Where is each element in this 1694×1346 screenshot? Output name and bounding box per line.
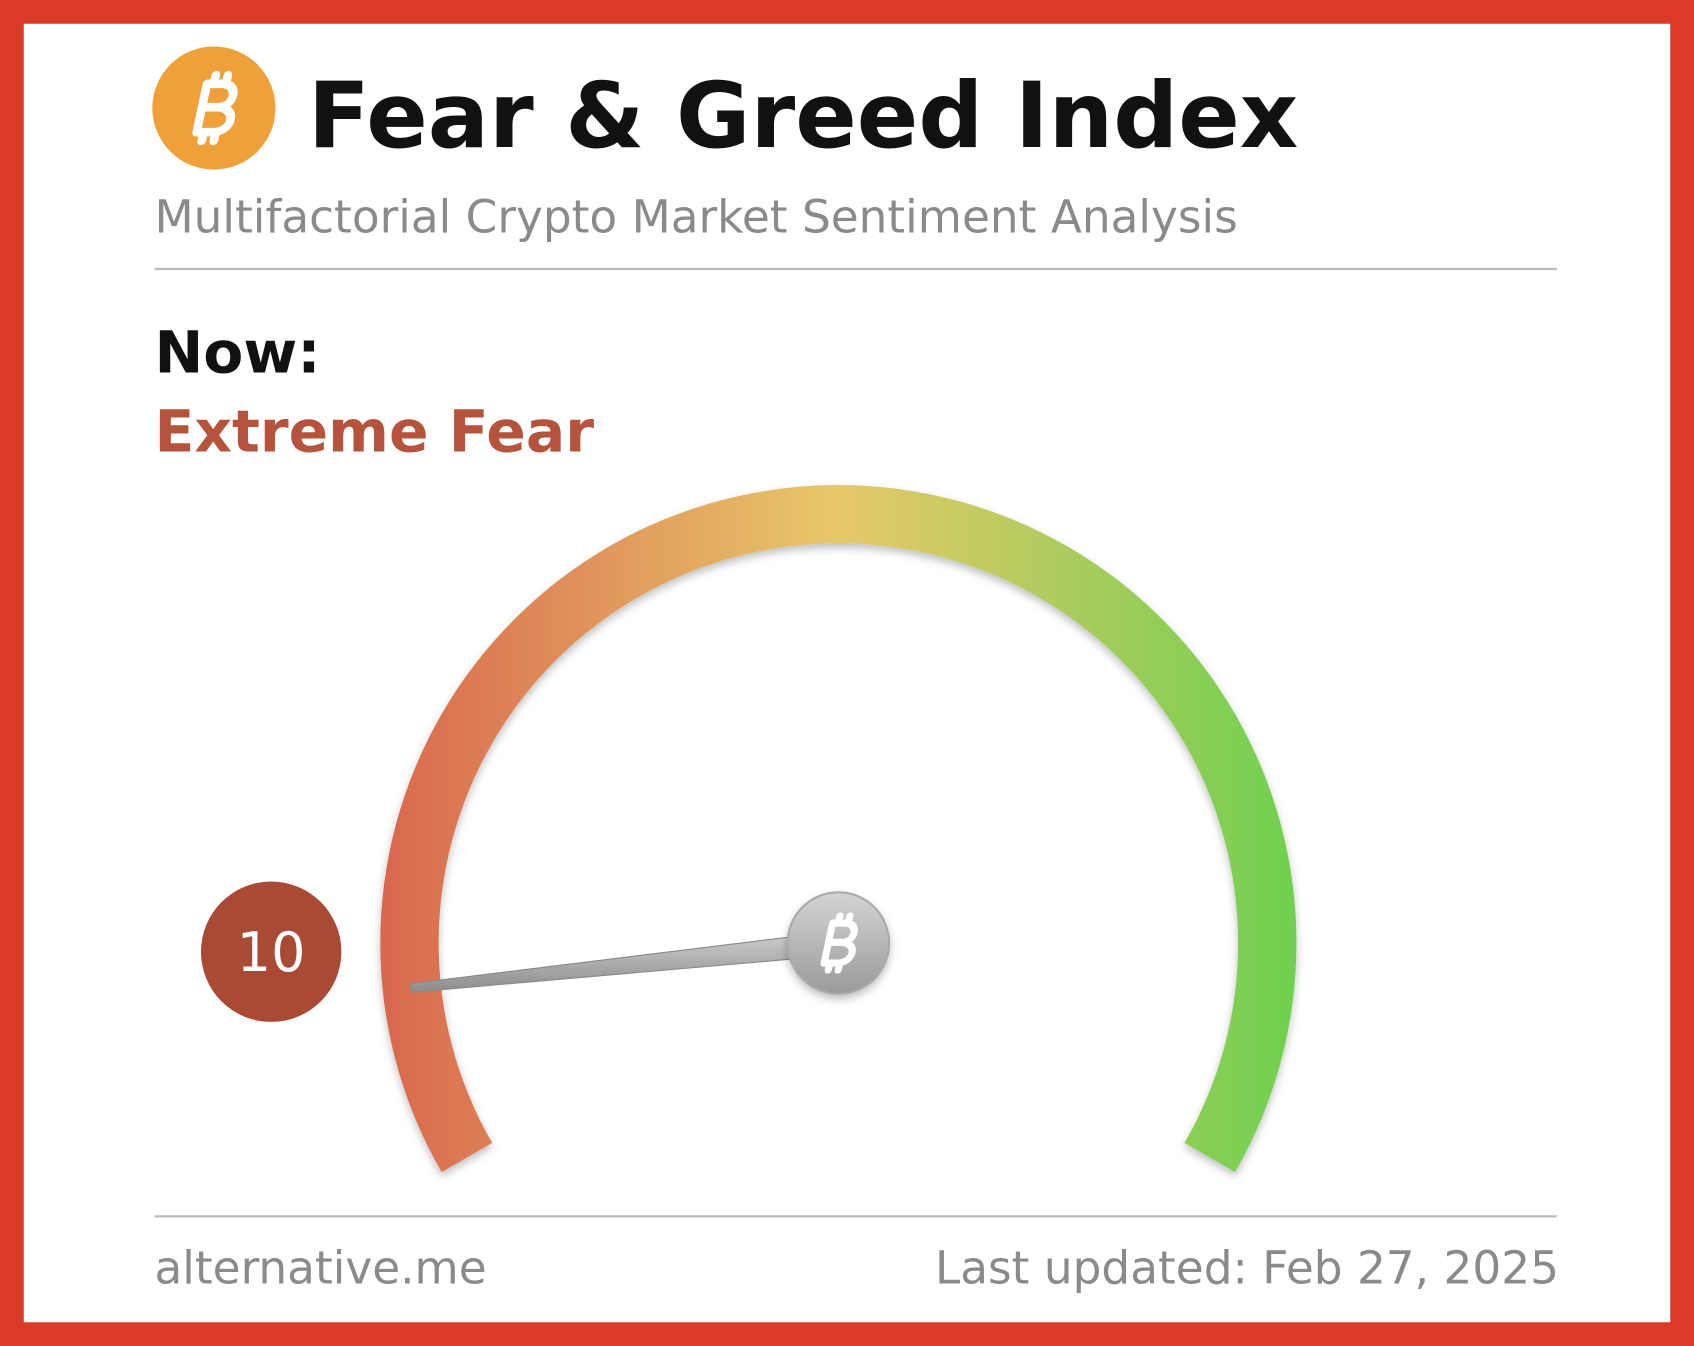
value-label: 10 bbox=[237, 921, 306, 984]
last-updated: Last updated: Feb 27, 2025 bbox=[935, 1241, 1559, 1294]
card bbox=[23, 23, 1671, 1323]
now-label: Now: bbox=[154, 319, 320, 387]
classification: Extreme Fear bbox=[154, 398, 594, 466]
subtitle: Multifactorial Crypto Market Sentiment A… bbox=[154, 190, 1237, 243]
gauge bbox=[380, 485, 1297, 1173]
title: Fear & Greed Index bbox=[308, 64, 1298, 169]
source: alternative.me bbox=[154, 1241, 486, 1294]
value-badge bbox=[200, 881, 342, 1022]
gauge-arc bbox=[380, 485, 1297, 1173]
